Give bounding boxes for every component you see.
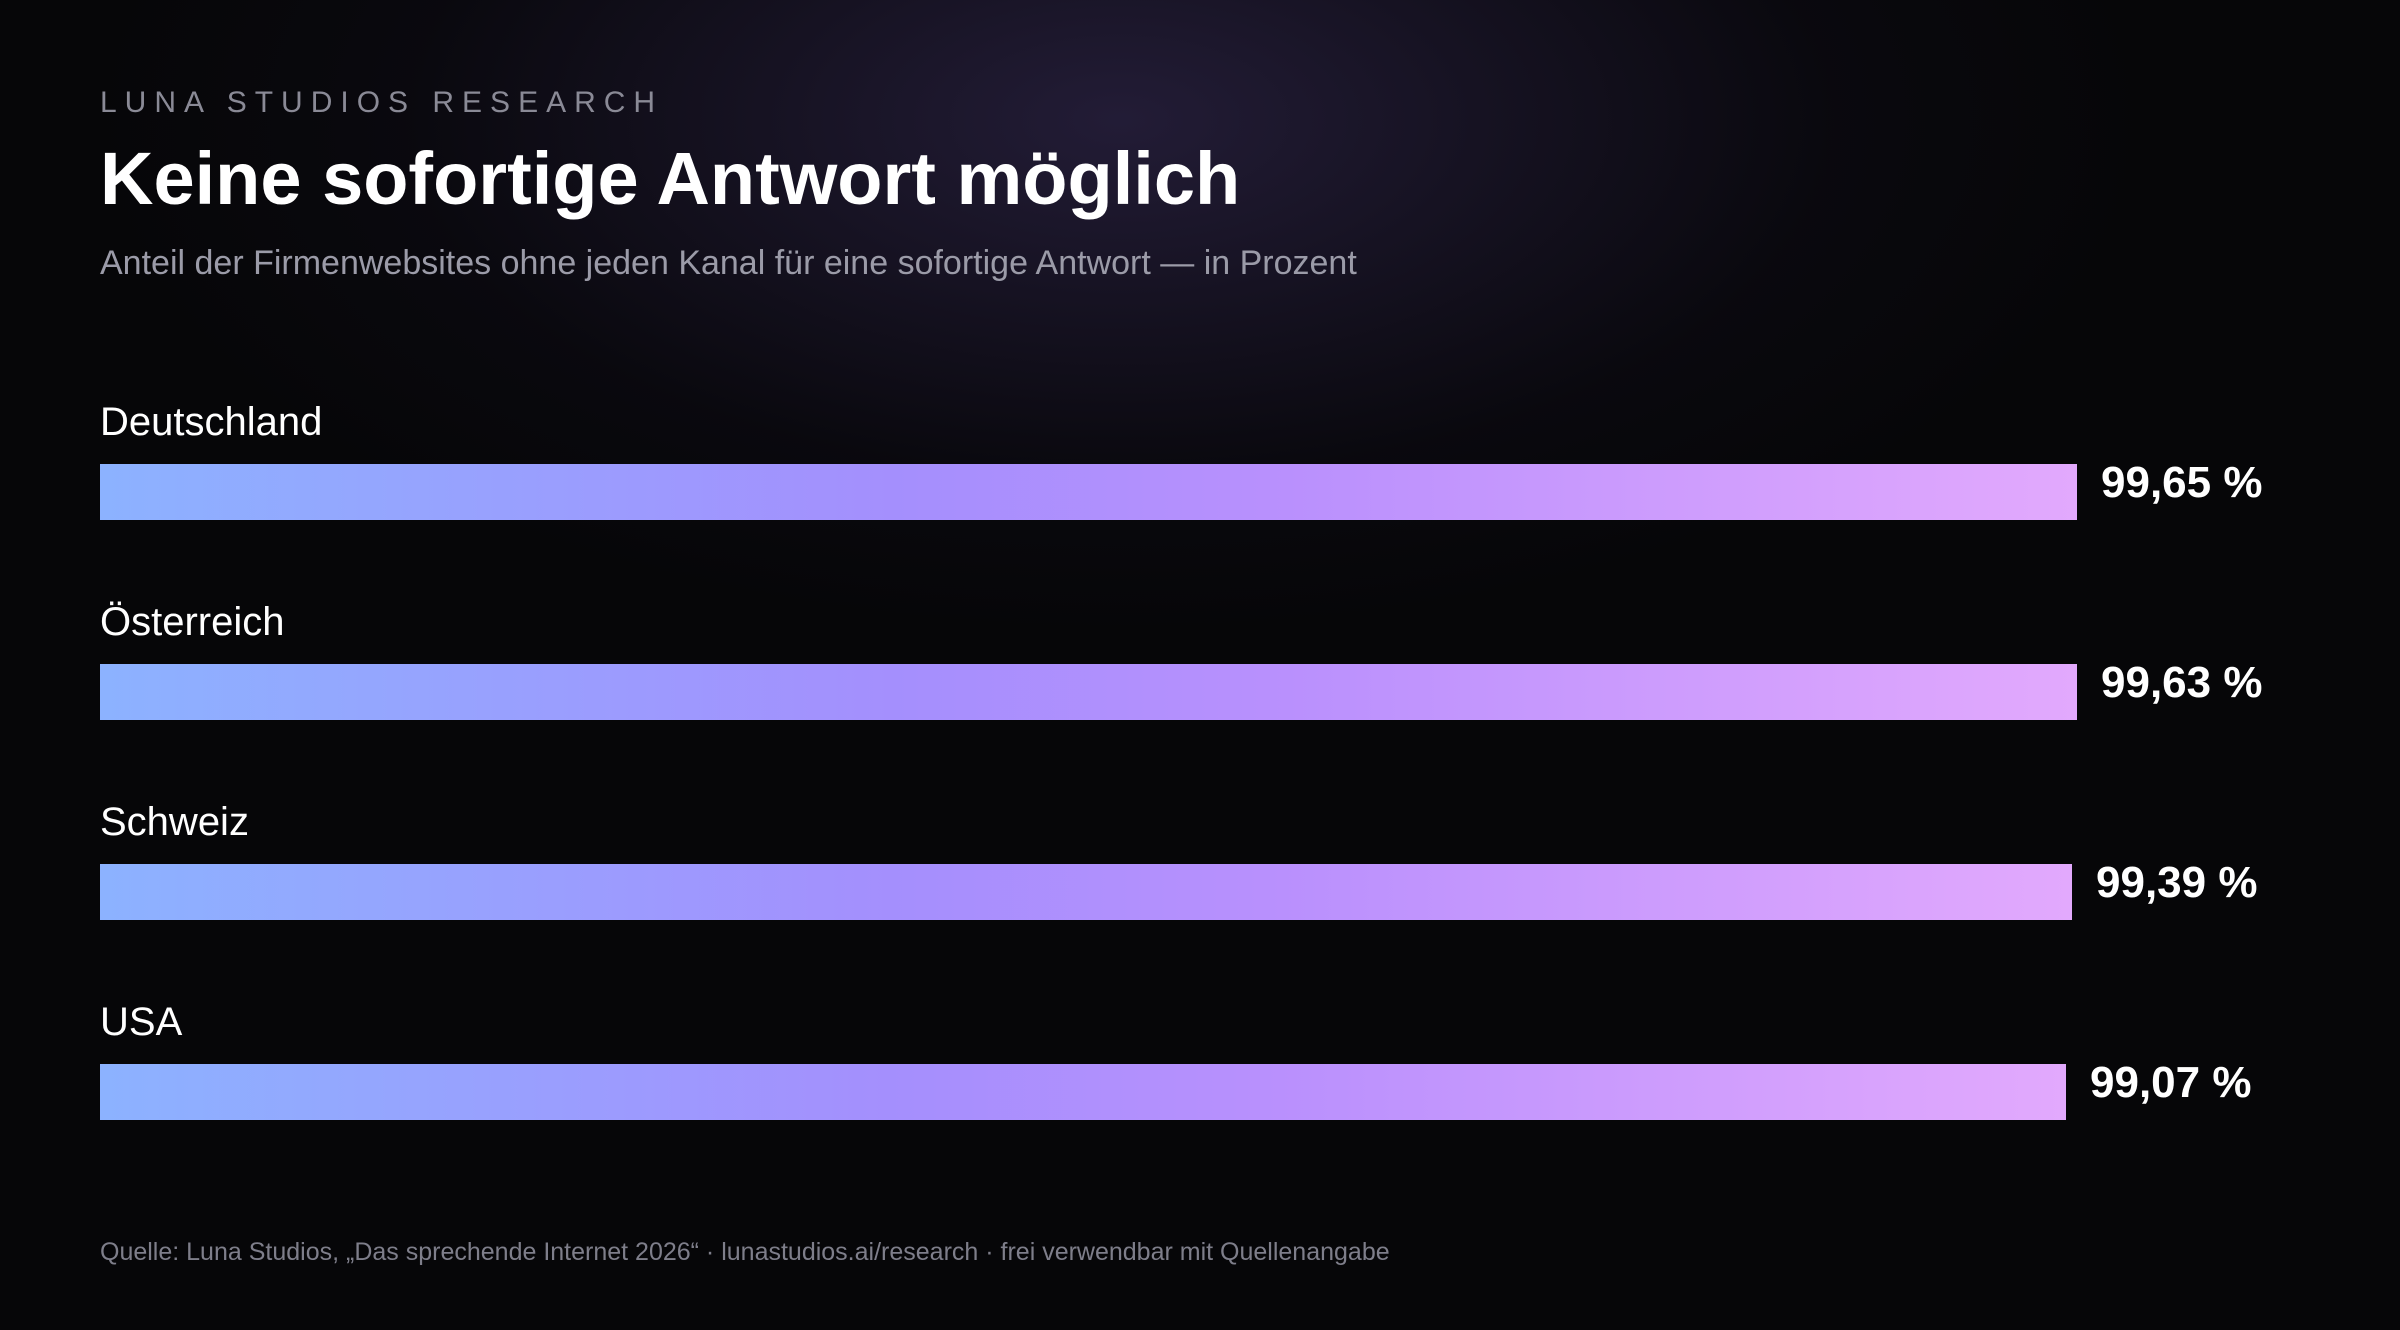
bar: [100, 864, 2072, 920]
bar: [100, 464, 2077, 520]
bar-track: [100, 464, 2084, 520]
bar-row: Österreich 99,63 %: [0, 600, 2400, 770]
bar-track: [100, 1064, 2084, 1120]
bar: [100, 1064, 2066, 1120]
bar-row: Schweiz 99,39 %: [0, 800, 2400, 970]
bar-row: Deutschland 99,65 %: [0, 400, 2400, 570]
value-label: 99,63 %: [2101, 658, 2263, 707]
category-label: USA: [100, 1000, 183, 1044]
value-label: 99,39 %: [2096, 858, 2258, 907]
source-footnote: Quelle: Luna Studios, „Das sprechende In…: [100, 1238, 1390, 1266]
page-title: Keine sofortige Antwort möglich: [100, 137, 1241, 220]
value-label: 99,07 %: [2090, 1058, 2252, 1107]
bar-row: USA 99,07 %: [0, 1000, 2400, 1170]
bar-track: [100, 864, 2084, 920]
value-label: 99,65 %: [2101, 458, 2263, 507]
category-label: Schweiz: [100, 800, 249, 844]
brand-label: LUNA STUDIOS RESEARCH: [100, 86, 664, 119]
category-label: Deutschland: [100, 400, 323, 444]
bar: [100, 664, 2077, 720]
category-label: Österreich: [100, 600, 285, 644]
page-subtitle: Anteil der Firmenwebsites ohne jeden Kan…: [100, 244, 1357, 282]
bar-track: [100, 664, 2084, 720]
